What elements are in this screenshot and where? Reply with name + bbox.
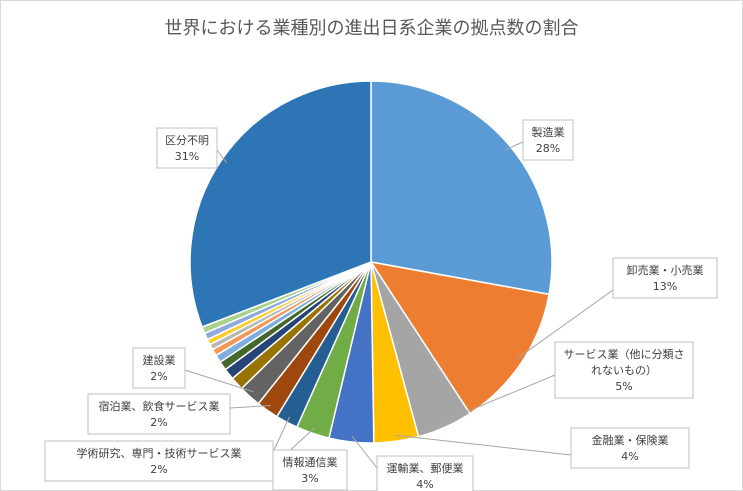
data-label-value: 4% [621, 450, 638, 463]
data-label-value: 5% [615, 380, 632, 393]
data-label-name: 運輸業、郵便業 [387, 461, 464, 475]
data-label-box [156, 127, 218, 169]
data-label-box [132, 347, 186, 389]
data-label: 製造業 28% [532, 125, 565, 155]
data-label-value: 31% [175, 150, 199, 163]
data-label-name: 区分不明 [165, 134, 209, 147]
data-label-name: 宿泊業、飲食サービス業 [99, 399, 220, 413]
data-label: 情報通信業 3% [283, 456, 338, 485]
data-label-value: 28% [536, 142, 560, 155]
data-label-name: 金融業・保険業 [592, 433, 669, 447]
data-label-value: 2% [150, 416, 167, 429]
data-label-name: 卸売業・小売業 [627, 263, 704, 277]
pie-slice [370, 80, 553, 296]
data-label-box [522, 119, 574, 161]
data-label: 金融業・保険業 4% [592, 433, 669, 463]
data-label-name: 建設業 [143, 353, 176, 367]
data-label-name: 学術研究、専門・技術サービス業 [77, 446, 242, 460]
leader-line [272, 416, 290, 453]
leader-line [395, 434, 572, 456]
leader-line [216, 149, 228, 164]
data-label-box [44, 440, 274, 482]
leader-line [442, 374, 556, 423]
data-label-box [570, 427, 690, 469]
data-label-box [554, 341, 694, 399]
leader-line [229, 405, 271, 409]
data-label: 運輸業、郵便業 4% [387, 461, 464, 491]
data-label-value: 2% [150, 370, 167, 383]
leader-line [351, 435, 378, 469]
pie-slice [369, 260, 550, 415]
data-label-name: れないもの） [591, 364, 657, 377]
chart-title: 世界における業種別の進出日系企業の拠点数の割合 [164, 18, 579, 39]
leader-line [516, 289, 614, 360]
data-label-box [376, 455, 474, 491]
data-label-box [87, 393, 231, 435]
data-label: 建設業 2% [143, 353, 176, 383]
data-label-box [272, 449, 348, 491]
data-label-name: 情報通信業 [283, 456, 338, 469]
data-label-box [612, 257, 718, 299]
data-label-name: 製造業 [532, 125, 565, 139]
data-label-value: 13% [653, 280, 677, 293]
data-label-name: サービス業（他に分類さ [564, 348, 685, 361]
data-label: サービス業（他に分類されないもの） 5% [564, 348, 685, 393]
data-label-value: 4% [416, 478, 433, 491]
leader-line [184, 369, 254, 393]
data-label: 宿泊業、飲食サービス業 2% [99, 399, 220, 429]
data-label-value: 2% [150, 463, 167, 476]
data-label-value: 3% [301, 472, 318, 485]
pie-slice [189, 80, 372, 328]
data-label: 学術研究、専門・技術サービス業 2% [77, 446, 242, 476]
data-label: 区分不明 31% [165, 134, 209, 163]
data-label: 卸売業・小売業 13% [627, 263, 704, 293]
leader-line [505, 141, 524, 151]
